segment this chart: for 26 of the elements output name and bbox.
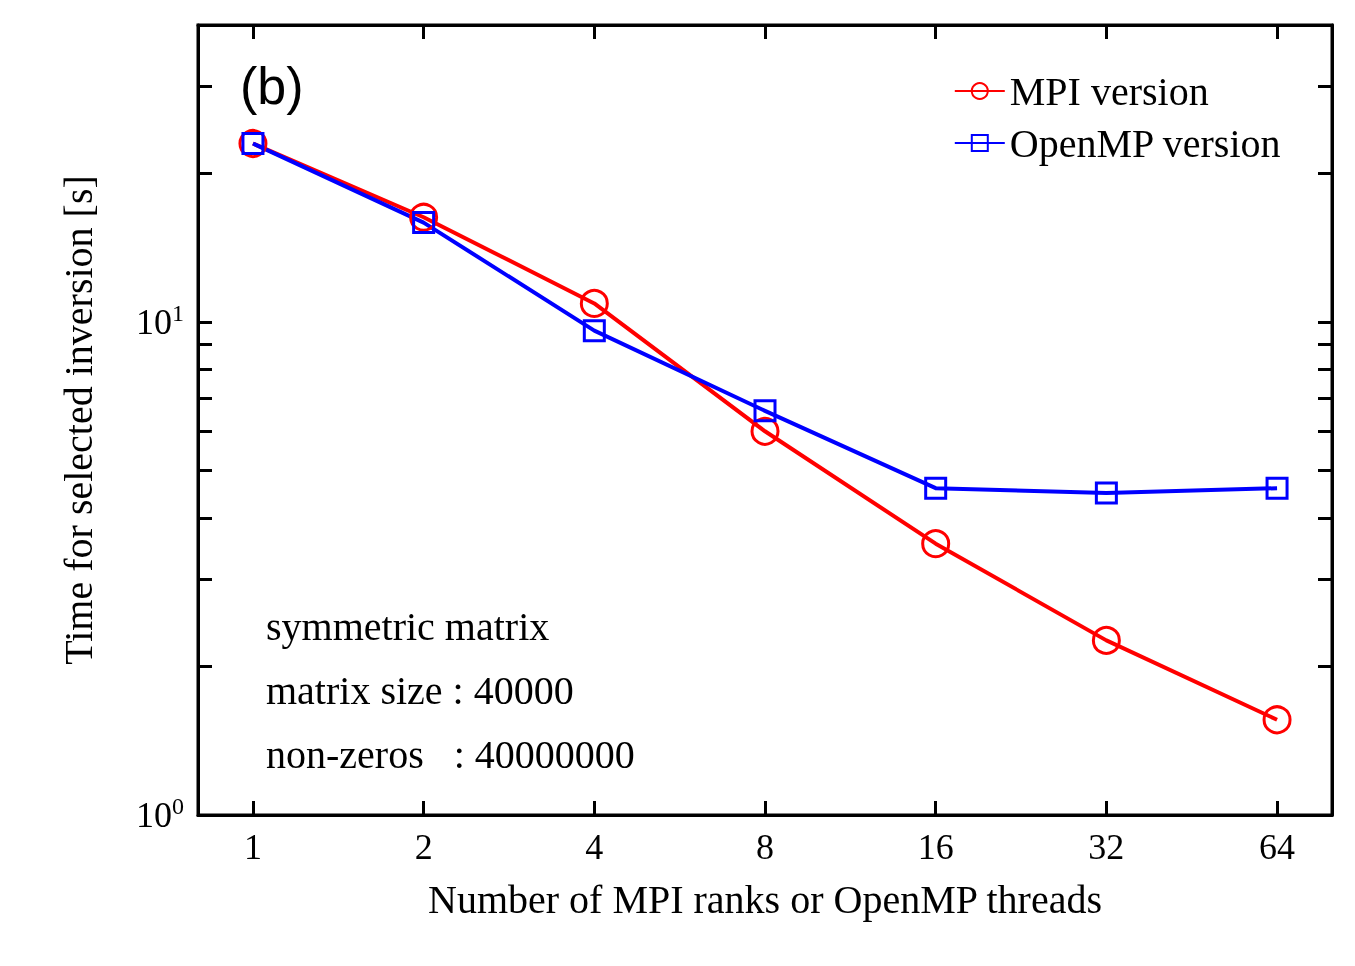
point bbox=[924, 476, 948, 500]
x-tick-label: 4 bbox=[585, 827, 604, 867]
x-tick-label: 2 bbox=[414, 827, 433, 867]
annotation: (b) bbox=[240, 57, 304, 115]
point bbox=[579, 288, 609, 318]
point bbox=[1091, 625, 1121, 655]
annotation: non-zeros : 40000000 bbox=[266, 731, 635, 777]
x-tick-label: 1 bbox=[243, 827, 262, 867]
legend-label: OpenMP version bbox=[1009, 120, 1281, 166]
annotation: matrix size : 40000 bbox=[266, 667, 574, 713]
x-tick-label: 32 bbox=[1088, 827, 1125, 867]
point bbox=[1262, 705, 1292, 735]
point bbox=[582, 319, 606, 343]
x-tick-label: 64 bbox=[1259, 827, 1296, 867]
point bbox=[921, 529, 951, 559]
point bbox=[753, 399, 777, 423]
legend-label: MPI version bbox=[1009, 68, 1209, 114]
annotation: symmetric matrix bbox=[266, 603, 550, 649]
x-tick-label: 16 bbox=[917, 827, 954, 867]
point bbox=[1094, 481, 1118, 505]
y-tick-label: 10$^{1}$ bbox=[136, 299, 184, 342]
y-axis-title: Time for selected inversion [s] bbox=[55, 175, 101, 665]
y-tick-label: 10$^{0}$ bbox=[136, 793, 184, 835]
x-axis-title: Number of MPI ranks or OpenMP threads bbox=[428, 876, 1102, 922]
point bbox=[1265, 476, 1289, 500]
x-tick-label: 8 bbox=[756, 827, 774, 867]
